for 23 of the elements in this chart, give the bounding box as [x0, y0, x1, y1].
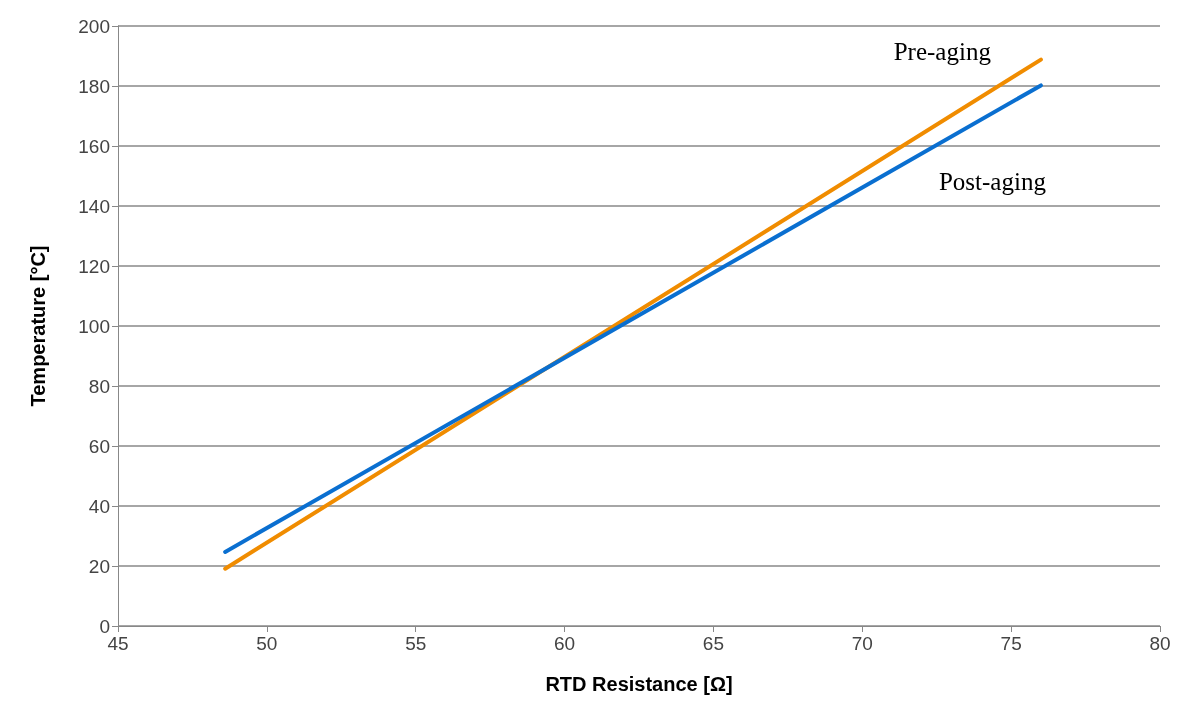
series-label: Post-aging	[938, 167, 1047, 195]
y-tick-label: 200	[78, 15, 110, 37]
y-tick-label: 80	[88, 375, 110, 397]
y-tick-label: 0	[99, 615, 110, 637]
y-tick-label: 140	[78, 195, 110, 217]
y-tick-label: 20	[88, 555, 110, 577]
x-tick-label: 55	[405, 633, 427, 654]
x-tick-label: 50	[256, 633, 278, 654]
x-tick-label: 80	[1149, 633, 1171, 654]
y-tick-label: 60	[88, 435, 110, 457]
x-tick-label: 65	[702, 633, 724, 654]
x-tick-label: 75	[1000, 633, 1022, 654]
y-tick-label: 120	[78, 255, 110, 277]
x-axis-title: RTD Resistance [Ω]	[545, 673, 733, 695]
y-tick-label: 100	[78, 315, 110, 337]
y-axis-title: Temperature [°C]	[27, 245, 49, 407]
x-tick-label: 70	[851, 633, 873, 654]
y-tick-label: 40	[88, 495, 110, 517]
y-tick-label: 180	[78, 75, 110, 97]
series-label: Pre-aging	[893, 38, 992, 66]
x-tick-label: 45	[107, 633, 129, 654]
x-tick-label: 60	[554, 633, 576, 654]
y-tick-label: 160	[78, 135, 110, 157]
